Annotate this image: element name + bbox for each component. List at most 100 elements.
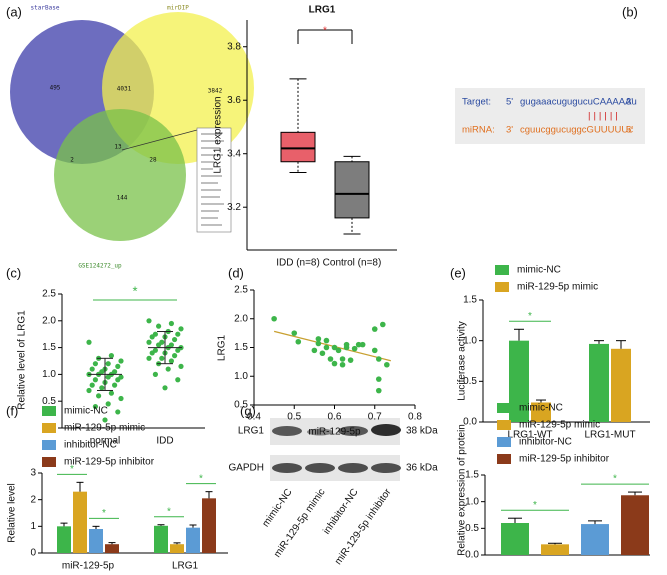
data-point — [271, 315, 277, 322]
data-point — [371, 347, 378, 354]
data-point — [118, 358, 124, 364]
data-point — [105, 374, 111, 380]
band-size: 38 kDa — [406, 426, 438, 437]
legend-label: mimic-NC — [519, 403, 563, 414]
data-point — [315, 336, 322, 342]
legend-label: miR-129-5p mimic — [64, 423, 145, 434]
data-point — [375, 387, 382, 394]
venn-count: 4031 — [117, 86, 132, 93]
bar — [589, 343, 609, 422]
data-point — [347, 357, 354, 363]
y-tick-label: 1.5 — [234, 342, 248, 353]
y-tick-label: 1.0 — [234, 371, 248, 382]
bar — [73, 491, 87, 553]
data-point — [359, 341, 366, 348]
y-tick-label: 2.0 — [42, 315, 56, 326]
x-tick-label: 0.5 — [287, 412, 301, 423]
blot-band — [338, 463, 368, 473]
venn-set-label: starBase — [31, 5, 60, 12]
y-tick-label: 2 — [30, 494, 36, 505]
sequence-box — [455, 88, 645, 144]
legend-swatch — [42, 457, 56, 467]
data-point — [355, 341, 362, 348]
venn-count: 495 — [50, 85, 61, 92]
gene-list-lines — [201, 133, 224, 226]
panel-label: (g) — [240, 403, 256, 418]
bar — [202, 498, 216, 553]
data-point — [384, 361, 390, 368]
data-point — [92, 377, 98, 383]
mirna-end: 5' — [626, 125, 633, 136]
blot-band — [272, 463, 302, 473]
x-tick-label: IDD — [156, 436, 173, 447]
pairing: |||||| — [588, 111, 621, 122]
x-tick-label: IDD (n=8) — [276, 258, 320, 269]
bar — [170, 544, 184, 553]
bar — [611, 348, 631, 422]
y-axis-label: Relative level — [7, 483, 18, 542]
data-point — [102, 417, 108, 423]
bar — [531, 402, 551, 422]
data-point — [178, 363, 184, 369]
data-point — [380, 321, 386, 328]
blot-band — [305, 463, 335, 473]
data-point — [319, 350, 326, 357]
mirna-label: miRNA: — [462, 125, 495, 136]
y-tick-label: 1.0 — [465, 496, 479, 507]
data-point — [115, 409, 121, 415]
data-point — [175, 347, 181, 353]
band-label: LRG1 — [238, 426, 265, 437]
target-end: 3' — [626, 97, 633, 108]
legend-label: miR-129-5p inhibitor — [64, 457, 155, 468]
y-tick-label: 2.5 — [42, 289, 56, 300]
venn-count: 2 — [70, 157, 74, 164]
y-axis-label: LRG1 — [217, 335, 228, 362]
significance-mark: * — [102, 508, 106, 519]
venn-count: 144 — [117, 195, 128, 202]
data-point — [168, 320, 174, 327]
target-end: 5' — [506, 97, 513, 108]
data-point — [149, 334, 155, 340]
y-tick-label: 1 — [30, 521, 36, 532]
legend-swatch — [497, 403, 511, 413]
target-label: Target: — [462, 97, 491, 108]
y-tick-label: 1.0 — [463, 335, 477, 346]
legend-swatch — [42, 406, 56, 416]
lane-label: mimic-NC — [260, 487, 294, 529]
lane-label: miR-129-5p inhibitor — [333, 486, 394, 567]
data-point — [172, 353, 178, 359]
target-sequence: gugaaacugugucuCAAAAAu — [520, 97, 637, 108]
western-blot: LRG1 GAPDH 38 kDa 36 kDa mimic-NC miR-12… — [228, 418, 438, 567]
bar — [57, 526, 71, 553]
legend-label: inhibitor-NC — [64, 440, 117, 451]
data-point — [105, 401, 111, 407]
y-tick-label: 0.0 — [465, 550, 479, 561]
y-tick-label: 2.0 — [234, 313, 248, 324]
data-point — [152, 371, 158, 377]
data-point — [156, 342, 162, 348]
data-point — [115, 377, 121, 383]
legend-swatch — [495, 265, 509, 275]
data-point — [156, 323, 162, 329]
significance-mark: * — [70, 464, 74, 475]
venn-set-label: GSE124272_up — [78, 263, 122, 270]
legend-label: miR-129-5p mimic — [517, 282, 598, 293]
x-tick-label: 0.8 — [408, 412, 422, 423]
data-point — [335, 347, 342, 354]
data-point — [89, 366, 95, 372]
x-tick-label: Control (n=8) — [323, 258, 382, 269]
legend-swatch — [42, 440, 56, 450]
gene-list-box — [196, 127, 232, 233]
x-axis-label: miR-129-5p — [308, 427, 361, 438]
data-point — [108, 353, 114, 359]
data-point — [118, 395, 124, 402]
significance-mark: * — [528, 311, 532, 322]
y-tick-label: 3 — [30, 468, 36, 479]
x-tick-label: miR-129-5p — [62, 561, 115, 572]
blot-band — [338, 426, 368, 436]
data-point — [162, 385, 168, 391]
data-point — [146, 339, 152, 345]
bar — [501, 523, 529, 555]
x-tick-label: 0.6 — [328, 412, 342, 423]
y-tick-label: 3.6 — [227, 95, 241, 106]
